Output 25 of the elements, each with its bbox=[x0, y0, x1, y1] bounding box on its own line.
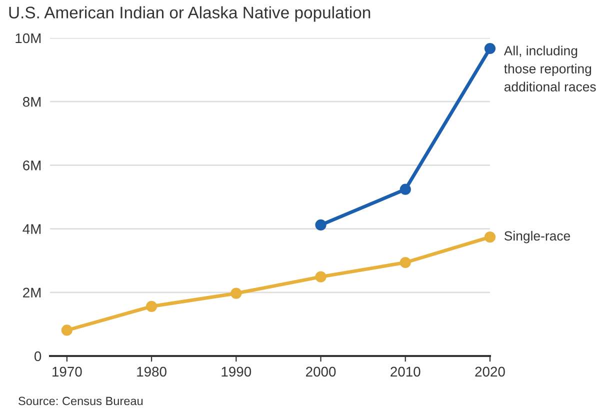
point bbox=[400, 256, 411, 268]
x-tick-label: 1990 bbox=[222, 366, 252, 377]
x-tick-label: 1980 bbox=[137, 366, 166, 377]
source-note: Source: Census Bureau bbox=[18, 396, 143, 406]
point bbox=[484, 232, 496, 243]
series-label: Single-race bbox=[504, 230, 570, 244]
point bbox=[61, 324, 72, 336]
point bbox=[484, 42, 496, 54]
y-tick-label: 4M bbox=[22, 224, 41, 234]
x-tick-label: 2020 bbox=[475, 366, 505, 377]
chart-title: U.S. American Indian or Alaska Native population bbox=[9, 6, 370, 22]
y-tick-label: 0 bbox=[34, 351, 42, 362]
point bbox=[146, 300, 158, 312]
point bbox=[315, 271, 326, 282]
y-tick-label: 8M bbox=[22, 96, 41, 107]
series-label: All, including those reporting additional races bbox=[504, 46, 596, 92]
y-tick-label: 2M bbox=[23, 288, 41, 298]
x-tick-label: 2000 bbox=[306, 366, 336, 377]
x-tick-label: 2010 bbox=[390, 366, 420, 377]
point bbox=[400, 184, 411, 195]
y-tick-label: 6M bbox=[23, 160, 41, 170]
point bbox=[230, 288, 242, 299]
y-tick-label: 10M bbox=[16, 33, 41, 44]
point bbox=[315, 219, 326, 231]
x-tick-label: 1970 bbox=[52, 366, 82, 377]
